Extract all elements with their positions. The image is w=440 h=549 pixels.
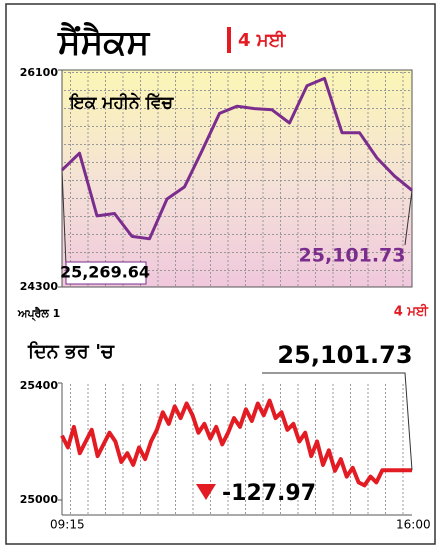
frame (5, 3, 436, 545)
value-label: 25,101.73 (277, 341, 412, 369)
y-tick-label: 25000 (20, 493, 59, 506)
x-tick-label: 09:15 (50, 518, 85, 532)
value-label: 25,269.64 (60, 263, 150, 282)
date: 4 ਮਈ (238, 30, 287, 51)
x-tick-label: 16:00 (396, 518, 431, 532)
subtitle: ਇਕ ਮਹੀਨੇ ਵਿੱਚ (69, 92, 175, 113)
x-tick-label: ਅਪ੍ਰੈਲ 1 (17, 306, 60, 321)
connector (262, 372, 413, 471)
grid-pattern (62, 383, 412, 515)
down-arrow (196, 484, 216, 500)
title: ਸੈਂਸੈਕਸ (57, 22, 150, 63)
y-tick-label: 25400 (20, 379, 59, 392)
y-tick-label: 24300 (20, 280, 59, 293)
divider (227, 27, 231, 53)
data-line (60, 398, 412, 488)
y-tick-label: 26100 (20, 66, 59, 79)
x-tick-label: 4 ਮਈ (394, 304, 429, 320)
label-bg (65, 261, 147, 285)
data-line (60, 76, 413, 241)
connector (61, 170, 67, 266)
subtitle: ਦਿਨ ਭਰ 'ਚ (27, 340, 115, 363)
connector (404, 190, 413, 246)
value-label: 25,101.73 (299, 245, 406, 267)
change: -127.97 (222, 481, 316, 506)
